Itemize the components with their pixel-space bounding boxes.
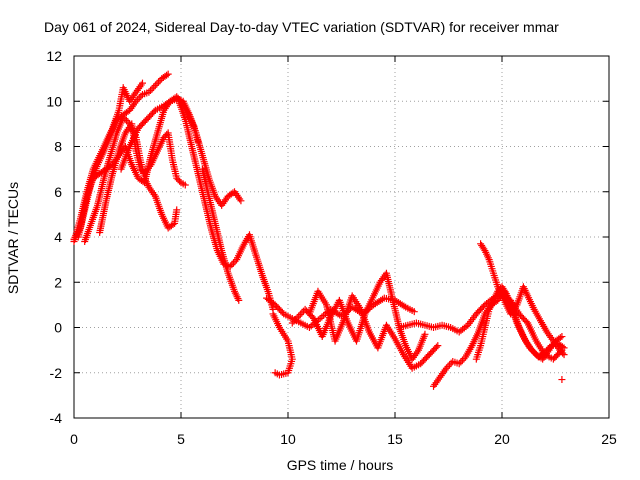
data-point xyxy=(235,296,243,304)
data-point xyxy=(122,116,130,124)
data-point xyxy=(528,346,536,354)
series-track-h xyxy=(198,165,243,304)
y-tick-label: -4 xyxy=(50,410,63,426)
data-point xyxy=(296,310,304,318)
data-point xyxy=(181,181,189,189)
data-point xyxy=(153,80,161,88)
series-track-f xyxy=(117,95,245,209)
y-tick-label: 10 xyxy=(46,93,62,109)
data-point xyxy=(135,94,143,102)
data-point xyxy=(480,245,488,253)
x-axis-label: GPS time / hours xyxy=(287,457,394,473)
data-point xyxy=(176,177,184,185)
x-tick-label: 20 xyxy=(494,431,510,447)
series-track-p xyxy=(477,240,568,359)
data-point xyxy=(446,361,454,369)
data-point xyxy=(271,369,279,377)
data-point xyxy=(530,348,538,356)
data-point xyxy=(432,343,440,351)
data-point xyxy=(541,348,549,356)
x-tick-label: 5 xyxy=(177,431,185,447)
chart-title: Day 061 of 2024, Sidereal Day-to-day VTE… xyxy=(44,19,559,35)
data-point xyxy=(457,358,465,366)
data-point xyxy=(147,87,155,95)
data-point xyxy=(442,364,450,372)
y-tick-label: 8 xyxy=(54,139,62,155)
data-point xyxy=(455,360,463,368)
data-point xyxy=(132,97,140,105)
data-point xyxy=(434,342,442,350)
data-point xyxy=(460,355,468,363)
data-point xyxy=(145,88,153,96)
data-point xyxy=(278,308,286,316)
data-point xyxy=(119,113,127,121)
y-tick-label: 6 xyxy=(54,184,62,200)
data-point xyxy=(546,343,554,351)
data-point xyxy=(522,317,530,325)
data-point xyxy=(556,334,564,342)
y-axis-label: SDTVAR / TECUs xyxy=(5,182,21,294)
x-tick-label: 0 xyxy=(70,431,78,447)
data-point xyxy=(173,206,181,214)
data-point xyxy=(531,350,539,358)
data-point xyxy=(228,261,236,269)
grid-lines xyxy=(74,56,609,418)
data-point xyxy=(231,257,239,265)
series-track-j xyxy=(269,310,296,379)
data-marks xyxy=(70,70,568,390)
axis-ticks: 0 5 10 15 20 25 -4 -2 0 2 4 6 8 10 12 xyxy=(46,48,617,447)
data-point xyxy=(544,345,552,353)
data-point xyxy=(447,359,455,367)
data-point xyxy=(150,108,158,116)
data-point xyxy=(237,197,245,205)
data-point xyxy=(229,259,237,267)
y-tick-label: 2 xyxy=(54,274,62,290)
series-track-l xyxy=(305,287,442,372)
data-point xyxy=(542,347,550,355)
x-tick-label: 25 xyxy=(601,431,617,447)
data-point xyxy=(501,288,509,296)
data-point xyxy=(558,333,566,341)
data-point xyxy=(444,363,452,371)
data-point xyxy=(134,96,142,104)
data-point xyxy=(291,316,299,324)
data-point xyxy=(121,115,129,123)
data-point xyxy=(137,92,145,100)
y-tick-label: -2 xyxy=(50,365,63,381)
data-point xyxy=(163,71,171,79)
y-tick-label: 12 xyxy=(46,48,62,64)
data-point xyxy=(458,356,466,364)
data-point xyxy=(124,118,132,126)
data-point xyxy=(164,70,172,78)
series-track-g xyxy=(175,97,277,313)
data-point xyxy=(138,79,146,87)
data-point xyxy=(148,85,156,93)
data-point xyxy=(421,330,429,338)
data-point xyxy=(293,314,301,322)
data-point xyxy=(288,319,296,327)
data-point xyxy=(151,81,159,89)
x-tick-label: 15 xyxy=(387,431,403,447)
y-tick-label: 0 xyxy=(54,320,62,336)
data-point xyxy=(150,83,158,91)
data-point xyxy=(155,78,163,86)
data-point xyxy=(295,312,303,320)
y-tick-label: 4 xyxy=(54,229,62,245)
series-track-q xyxy=(558,376,566,384)
data-point xyxy=(298,309,306,317)
data-point xyxy=(410,308,418,316)
data-point xyxy=(558,376,566,384)
data-point xyxy=(290,317,298,325)
data-point xyxy=(560,351,568,359)
data-point xyxy=(165,98,173,106)
x-tick-label: 10 xyxy=(280,431,296,447)
data-point xyxy=(462,323,470,331)
series-track-m xyxy=(395,290,566,363)
data-point xyxy=(559,349,567,357)
series-track-n xyxy=(430,287,566,390)
